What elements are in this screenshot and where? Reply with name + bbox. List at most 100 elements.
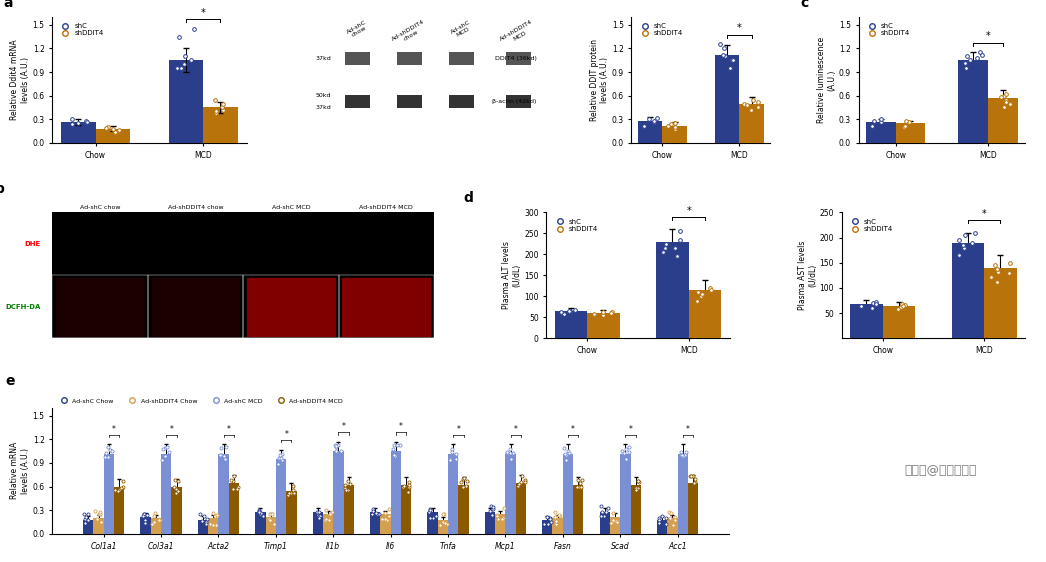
Polygon shape: [342, 341, 430, 399]
Point: [401, 481, 417, 490]
Point: [675, 452, 691, 461]
Bar: [437, 520, 448, 534]
Polygon shape: [56, 278, 144, 336]
Text: β-actin (42kd): β-actin (42kd): [493, 99, 537, 104]
Bar: [850, 304, 883, 338]
Point: [262, 515, 278, 524]
Point: [387, 452, 404, 461]
Point: [517, 475, 533, 484]
Polygon shape: [247, 341, 335, 399]
Point: [385, 450, 402, 459]
Point: [605, 516, 621, 525]
Point: [165, 482, 182, 491]
Point: [567, 305, 584, 314]
Point: [146, 509, 163, 518]
Point: [64, 120, 81, 129]
Bar: [93, 518, 104, 534]
Y-axis label: Relative Ddit4 mRNA
levels (A.U.): Relative Ddit4 mRNA levels (A.U.): [10, 39, 29, 120]
Legend: shC, shDDIT4: shC, shDDIT4: [550, 216, 600, 235]
Point: [386, 441, 403, 450]
Point: [79, 515, 96, 524]
Point: [92, 507, 109, 516]
Text: *: *: [982, 209, 986, 219]
Point: [950, 251, 967, 260]
Point: [207, 107, 224, 116]
Point: [502, 445, 519, 454]
Bar: [104, 454, 114, 534]
Point: [101, 445, 118, 454]
Point: [78, 116, 95, 125]
Point: [666, 119, 683, 128]
Point: [572, 483, 589, 492]
Polygon shape: [339, 338, 434, 401]
Bar: [313, 512, 323, 534]
Text: Ad-shC
MCD: Ad-shC MCD: [450, 19, 474, 40]
Legend: shC, shDDIT4: shC, shDDIT4: [845, 216, 896, 235]
Point: [540, 519, 556, 528]
Bar: [552, 518, 563, 534]
Point: [213, 102, 230, 111]
Point: [560, 447, 576, 456]
Point: [1001, 269, 1018, 278]
Point: [542, 514, 559, 523]
Bar: [287, 491, 297, 534]
Point: [194, 517, 210, 526]
Point: [865, 298, 882, 307]
Point: [593, 512, 610, 521]
Bar: [161, 454, 172, 534]
Point: [481, 507, 498, 516]
Point: [750, 97, 767, 106]
Point: [715, 44, 732, 53]
Point: [502, 449, 519, 458]
Point: [228, 484, 245, 493]
Point: [558, 450, 574, 459]
Point: [282, 489, 299, 498]
Point: [177, 52, 194, 61]
Point: [76, 510, 93, 519]
Point: [365, 506, 382, 515]
Point: [270, 459, 287, 468]
Point: [226, 472, 243, 481]
Point: [159, 442, 176, 451]
Bar: [450, 52, 474, 65]
Point: [605, 509, 621, 518]
Point: [380, 511, 396, 520]
Polygon shape: [339, 275, 434, 338]
Point: [668, 252, 685, 261]
Point: [250, 505, 267, 514]
Point: [111, 486, 128, 495]
Bar: [631, 485, 641, 534]
Point: [651, 515, 667, 524]
Legend: shC, shDDIT4: shC, shDDIT4: [635, 20, 686, 39]
Y-axis label: Plasma ALT levels
(U/dL): Plasma ALT levels (U/dL): [502, 242, 521, 309]
Point: [99, 443, 116, 452]
Point: [363, 509, 380, 518]
Point: [686, 478, 703, 487]
Point: [657, 239, 674, 248]
Polygon shape: [243, 275, 339, 338]
Point: [110, 126, 127, 135]
Bar: [505, 95, 530, 108]
Point: [990, 268, 1006, 277]
Point: [614, 446, 631, 455]
Point: [100, 123, 117, 132]
Text: 37kd: 37kd: [315, 105, 331, 110]
Point: [485, 502, 502, 511]
Point: [571, 478, 588, 487]
Bar: [448, 454, 458, 534]
Point: [661, 513, 678, 522]
Point: [555, 443, 572, 452]
Point: [212, 444, 229, 453]
Point: [271, 454, 288, 463]
Bar: [573, 485, 584, 534]
Point: [686, 477, 703, 486]
Point: [167, 484, 184, 493]
Point: [76, 514, 93, 523]
Point: [420, 507, 437, 516]
Bar: [345, 95, 370, 108]
Point: [368, 508, 385, 517]
Point: [436, 519, 453, 528]
Point: [717, 52, 733, 61]
Bar: [397, 52, 423, 65]
Point: [229, 482, 246, 491]
